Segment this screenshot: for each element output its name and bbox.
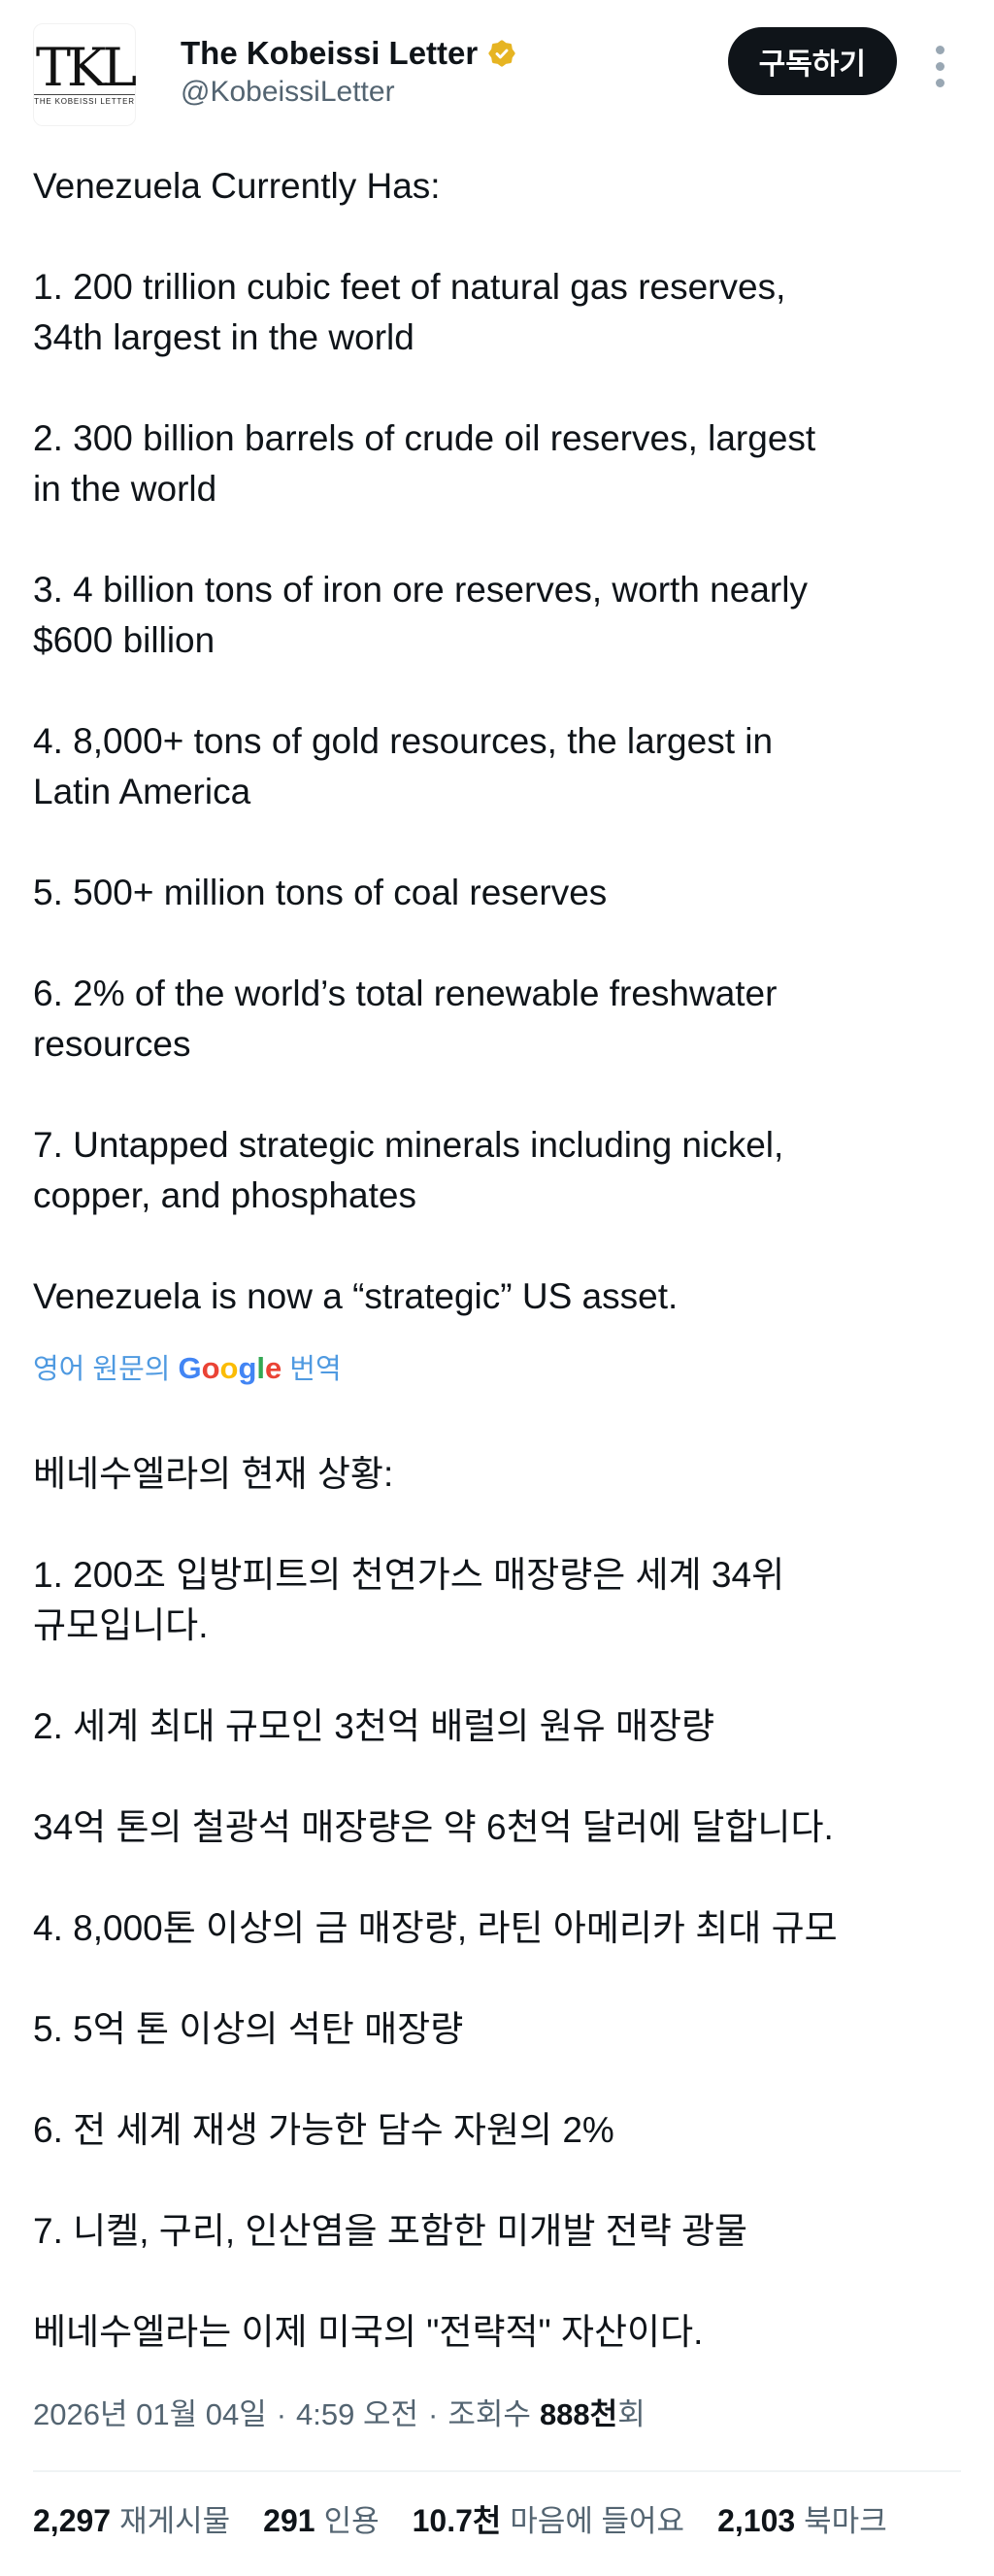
- tweet-paragraph-english: 6. 2% of the world’s total renewable fre…: [33, 969, 961, 1070]
- tweet-paragraph-korean: 베네수엘라의 현재 상황:: [33, 1449, 961, 1500]
- engagement-stats: 2,297 재게시물 291 인용 10.7천 마음에 들어요 2,103 북마크: [0, 2472, 994, 2541]
- stat-item[interactable]: 2,297 재게시물: [33, 2501, 230, 2541]
- stat-item[interactable]: 291 인용: [263, 2501, 379, 2541]
- avatar-logo-text: TKL: [35, 37, 137, 98]
- stat-item[interactable]: 10.7천 마음에 들어요: [413, 2501, 684, 2541]
- tweet-paragraph-english: 7. Untapped strategic minerals including…: [33, 1120, 961, 1221]
- tweet-text-line: 1. 200 trillion cubic feet of natural ga…: [33, 267, 786, 307]
- user-handle: @KobeissiLetter: [181, 76, 395, 108]
- tweet-text-english: Venezuela Currently Has: 1. 200 trillion …: [33, 161, 961, 1322]
- google-logo-letter: g: [238, 1351, 257, 1385]
- stat-label: 인용: [323, 2504, 380, 2538]
- tweet-text-line: in the world: [33, 469, 217, 509]
- stat-value: 2,297: [33, 2503, 112, 2538]
- tweet-paragraph-english: Venezuela is now a “strategic” US asset.: [33, 1271, 961, 1322]
- tweet-paragraph-korean: 5. 5억 톤 이상의 석탄 매장량: [33, 2004, 961, 2055]
- tweet-text-line: 6. 전 세계 재생 가능한 담수 자원의 2%: [33, 2110, 614, 2150]
- tweet-text-line: 34th largest in the world: [33, 317, 414, 357]
- tweet-text-line: 베네수엘라의 현재 상황:: [33, 1454, 394, 1494]
- translate-suffix: 번역: [289, 1354, 342, 1385]
- google-logo-letter: l: [256, 1351, 266, 1385]
- tweet-paragraph-english: 3. 4 billion tons of iron ore reserves, …: [33, 565, 961, 666]
- tweet-text-line: 1. 200조 입방피트의 천연가스 매장량은 세계 34위: [33, 1555, 785, 1595]
- tweet-text-line: resources: [33, 1024, 191, 1064]
- tweet-text-line: 5. 5억 톤 이상의 석탄 매장량: [33, 2009, 464, 2049]
- stat-value: 10.7천: [412, 2503, 502, 2538]
- tweet-text-line: 4. 8,000톤 이상의 금 매장량, 라틴 아메리카 최대 규모: [33, 1908, 838, 1948]
- tweet-paragraph-korean: 34억 톤의 철광석 매장량은 약 6천억 달러에 달합니다.: [33, 1802, 961, 1853]
- tweet-header: TKL THE KOBEISSI LETTER The Kobeissi Let…: [0, 0, 994, 132]
- tweet-text-line: Latin America: [33, 772, 251, 811]
- tweet-text-line: 7. Untapped strategic minerals including…: [33, 1125, 784, 1165]
- tweet-text-line: 규모입니다.: [33, 1605, 209, 1645]
- tweet-paragraph-korean: 2. 세계 최대 규모인 3천억 배럴의 원유 매장량: [33, 1701, 961, 1752]
- tweet-text-line: 베네수엘라는 이제 미국의 "전략적" 자산이다.: [33, 2312, 704, 2352]
- avatar-logo-caption: THE KOBEISSI LETTER: [34, 94, 135, 106]
- tweet-paragraph-korean: 7. 니켈, 구리, 인산염을 포함한 미개발 전략 광물: [33, 2206, 961, 2257]
- separator-dot: ·: [428, 2397, 439, 2431]
- tweet-text-line: 7. 니켈, 구리, 인산염을 포함한 미개발 전략 광물: [33, 2211, 748, 2251]
- tweet-paragraph-korean: 4. 8,000톤 이상의 금 매장량, 라틴 아메리카 최대 규모: [33, 1903, 961, 1954]
- gold-verified-icon: [488, 40, 515, 67]
- tweet-text-line: 4. 8,000+ tons of gold resources, the la…: [33, 721, 774, 761]
- stat-label: 마음에 들어요: [510, 2504, 685, 2538]
- stat-value: 2,103: [717, 2503, 796, 2538]
- tweet-paragraph-english: 2. 300 billion barrels of crude oil rese…: [33, 413, 961, 514]
- tweet-text-line: copper, and phosphates: [33, 1175, 416, 1215]
- tweet-text-line: 5. 500+ million tons of coal reserves: [33, 873, 608, 912]
- tweet-meta-line: 2026년 01월 04일 · 4:59 오전 · 조회수 888천회: [33, 2394, 961, 2435]
- google-logo-letter: o: [219, 1351, 239, 1385]
- tweet-paragraph-english: Venezuela Currently Has:: [33, 161, 961, 212]
- dot: [936, 46, 944, 54]
- display-name[interactable]: The Kobeissi Letter: [181, 35, 479, 71]
- views-count: 888천: [539, 2397, 618, 2431]
- tweet-paragraph-english: 1. 200 trillion cubic feet of natural ga…: [33, 262, 961, 363]
- google-logo-letter: e: [265, 1351, 282, 1385]
- stat-item[interactable]: 2,103 북마크: [717, 2501, 887, 2541]
- google-logo: Google: [178, 1351, 282, 1385]
- google-logo-letter: G: [178, 1351, 202, 1385]
- profile-avatar[interactable]: TKL THE KOBEISSI LETTER: [33, 23, 137, 126]
- stat-value: 291: [263, 2503, 315, 2538]
- tweet-text-line: 3. 4 billion tons of iron ore reserves, …: [33, 570, 808, 610]
- tweet-paragraph-english: 4. 8,000+ tons of gold resources, the la…: [33, 716, 961, 817]
- subscribe-button[interactable]: 구독하기: [727, 27, 897, 95]
- separator-dot: ·: [276, 2397, 287, 2431]
- header-actions: 구독하기: [727, 23, 946, 95]
- author-block: The Kobeissi Letter @KobeissiLetter: [181, 23, 516, 111]
- post-time: 4:59 오전: [296, 2397, 419, 2431]
- stat-label: 재게시물: [119, 2504, 231, 2538]
- tweet-text-line: 2. 세계 최대 규모인 3천억 배럴의 원유 매장량: [33, 1706, 715, 1746]
- tweet-text-line: 2. 300 billion barrels of crude oil rese…: [33, 418, 816, 458]
- stat-label: 북마크: [804, 2504, 887, 2538]
- translate-attribution-link[interactable]: 영어 원문의 Google 번역: [33, 1349, 961, 1389]
- divider: [33, 2470, 961, 2472]
- tweet-text-korean: 베네수엘라의 현재 상황: 1. 200조 입방피트의 천연가스 매장량은 세계 …: [33, 1449, 961, 2358]
- more-options-icon[interactable]: [934, 44, 946, 89]
- views-suffix: 회: [617, 2397, 646, 2431]
- dot: [936, 79, 944, 87]
- tweet-text-line: Venezuela is now a “strategic” US asset.: [33, 1276, 679, 1316]
- tweet-paragraph-english: 5. 500+ million tons of coal reserves: [33, 868, 961, 918]
- tweet-paragraph-korean: 베네수엘라는 이제 미국의 "전략적" 자산이다.: [33, 2307, 961, 2358]
- tweet-text-line: 6. 2% of the world’s total renewable fre…: [33, 974, 778, 1013]
- dot: [936, 62, 944, 71]
- tweet-body: Venezuela Currently Has: 1. 200 trillion …: [0, 161, 994, 2435]
- views-label: 조회수: [447, 2397, 531, 2431]
- google-logo-letter: o: [201, 1351, 220, 1385]
- translate-prefix: 영어 원문의: [33, 1354, 171, 1385]
- tweet-text-line: 34억 톤의 철광석 매장량은 약 6천억 달러에 달합니다.: [33, 1807, 834, 1847]
- tweet-text-line: $600 billion: [33, 620, 215, 660]
- tweet-text-line: Venezuela Currently Has:: [33, 166, 441, 206]
- tweet-paragraph-korean: 6. 전 세계 재생 가능한 담수 자원의 2%: [33, 2105, 961, 2156]
- post-date: 2026년 01월 04일: [33, 2397, 267, 2431]
